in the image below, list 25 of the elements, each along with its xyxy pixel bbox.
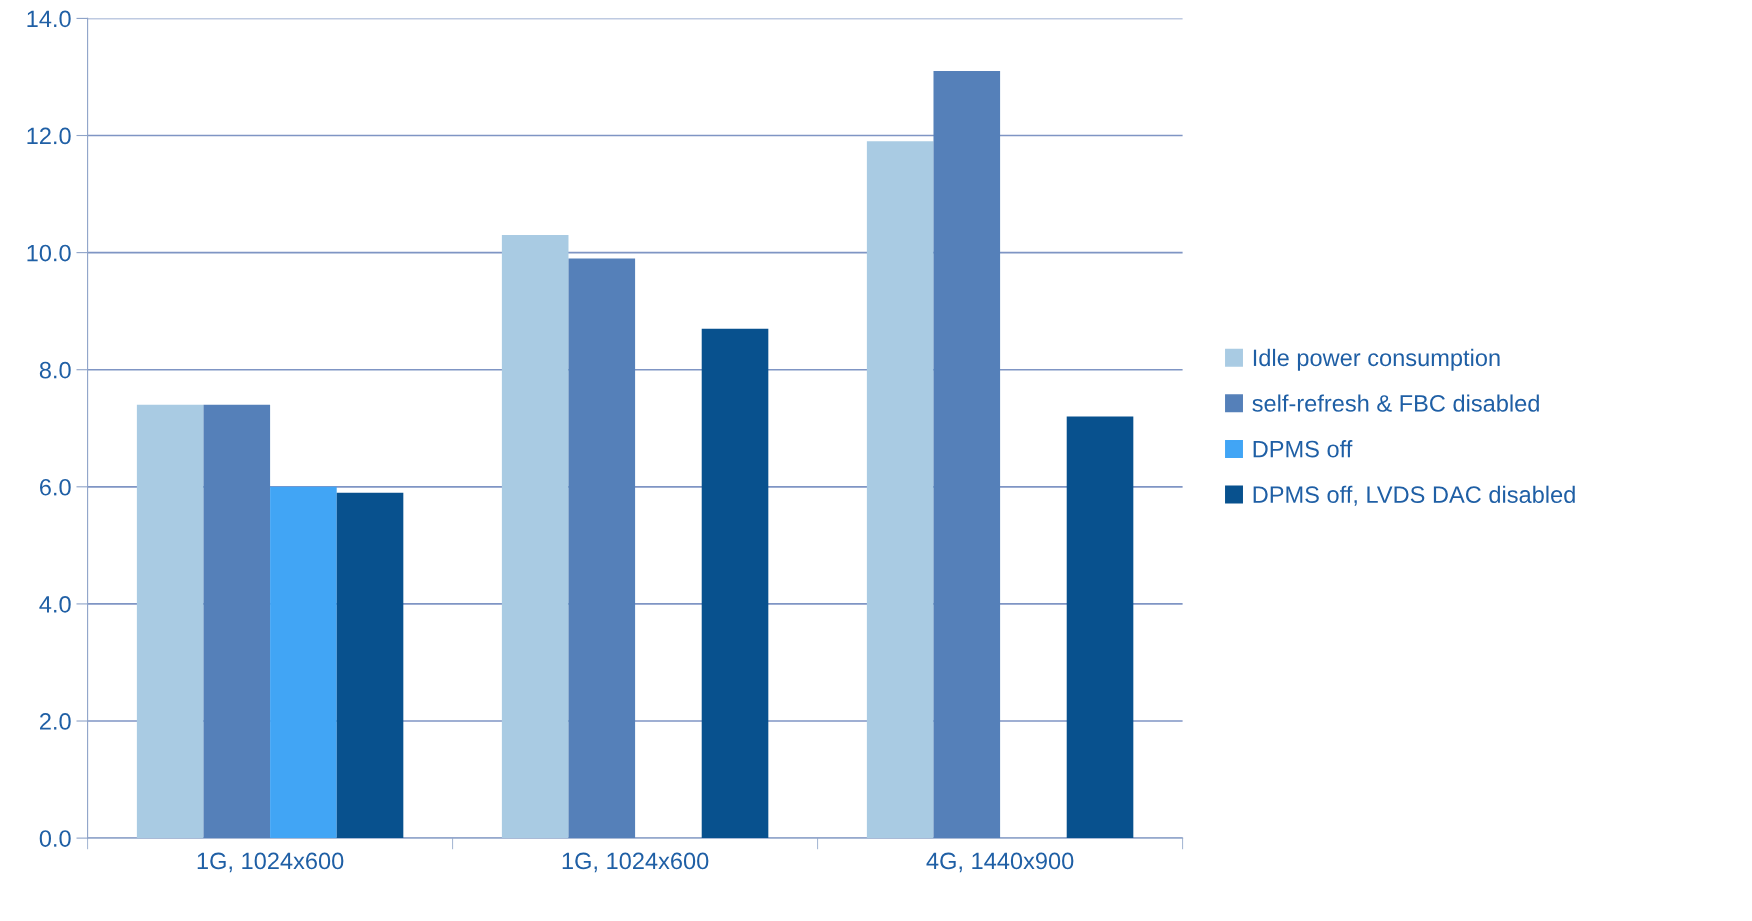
bar xyxy=(1066,416,1134,839)
legend-label: DPMS off, LVDS DAC disabled xyxy=(1253,485,1575,506)
bar xyxy=(501,235,569,839)
y-tick-label: 14.0 xyxy=(27,10,71,28)
bar xyxy=(203,404,271,839)
bar xyxy=(336,492,404,839)
bar xyxy=(270,486,337,839)
y-tick-label: 10.0 xyxy=(27,244,71,262)
y-tick-label: 0.0 xyxy=(39,830,71,847)
x-tick-label: 1G, 1024x600 xyxy=(562,852,709,873)
legend-label: self-refresh & FBC disabled xyxy=(1252,394,1539,412)
y-tick-label: 2.0 xyxy=(40,713,71,730)
y-tick-label: 12.0 xyxy=(27,127,71,145)
x-tick-label: 4G, 1440x900 xyxy=(926,852,1074,873)
bar xyxy=(866,141,934,839)
legend-label: DPMS off xyxy=(1253,440,1353,458)
y-tick-label: 6.0 xyxy=(40,478,71,496)
y-tick-label: 4.0 xyxy=(39,595,71,613)
y-tick-label: 8.0 xyxy=(39,361,71,379)
bar xyxy=(701,328,769,839)
x-tick-label: 1G, 1024x600 xyxy=(197,852,344,873)
bar xyxy=(933,71,1001,839)
bar xyxy=(568,258,636,839)
bar xyxy=(136,404,204,839)
legend-label: Idle power consumption xyxy=(1253,348,1500,371)
